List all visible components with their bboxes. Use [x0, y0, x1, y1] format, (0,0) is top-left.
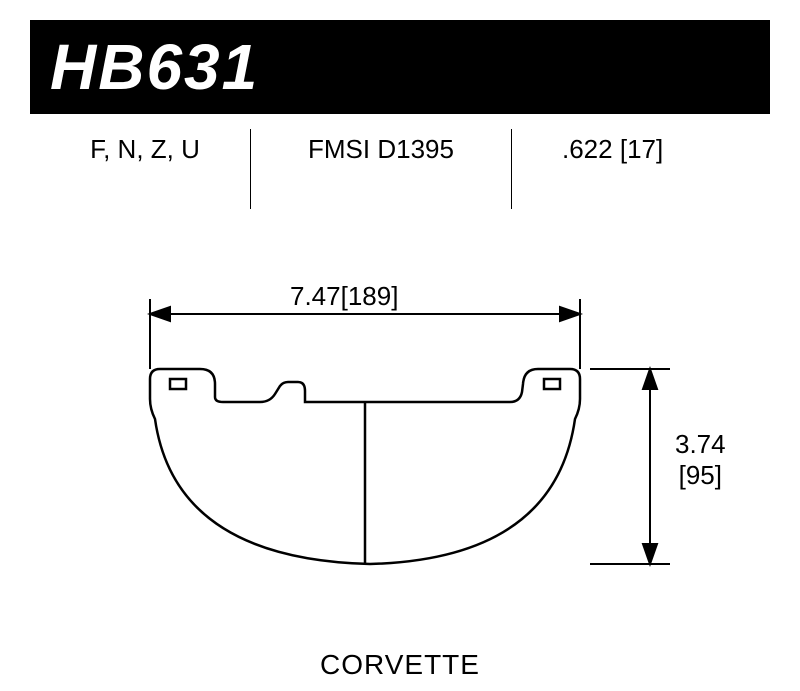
width-mm: 189: [348, 281, 391, 311]
vehicle-name-text: CORVETTE: [320, 649, 480, 680]
height-dimension: [590, 369, 670, 564]
width-label: 7.47[189]: [290, 281, 398, 312]
thickness-cell: .622 [17]: [512, 129, 760, 165]
fmsi-cell: FMSI D1395: [251, 129, 511, 165]
fmsi-text: FMSI D1395: [308, 134, 454, 164]
thickness-mm: 17: [627, 134, 656, 164]
compounds-cell: F, N, Z, U: [40, 129, 250, 165]
compounds-text: F, N, Z, U: [90, 134, 200, 164]
part-number: HB631: [50, 31, 259, 103]
brake-pad-diagram: 7.47[189] 3.74 [95]: [30, 239, 770, 639]
info-row: F, N, Z, U FMSI D1395 .622 [17]: [30, 129, 770, 219]
height-label: 3.74 [95]: [675, 429, 726, 491]
brake-pad-outline: [150, 369, 580, 564]
height-in: 3.74: [675, 429, 726, 459]
vehicle-name: CORVETTE: [30, 649, 770, 681]
diagram-svg: [30, 239, 770, 639]
width-in: 7.47: [290, 281, 341, 311]
height-mm: 95: [686, 460, 715, 490]
thickness-in: .622: [562, 134, 613, 164]
part-number-header: HB631: [30, 20, 770, 114]
spec-sheet: HB631 F, N, Z, U FMSI D1395 .622 [17]: [0, 0, 800, 691]
